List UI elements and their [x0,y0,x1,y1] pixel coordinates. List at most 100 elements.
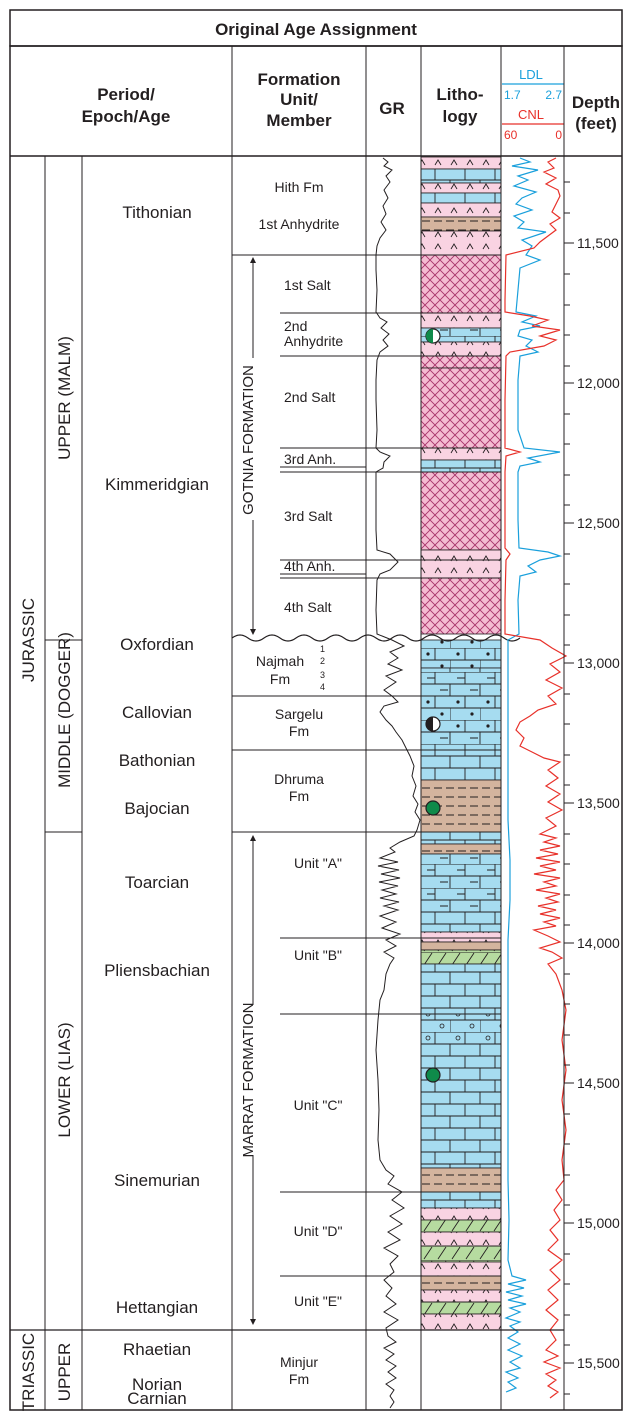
header-ldl-min: 1.7 [504,88,521,102]
grid-lines [9,45,623,1411]
litho-limestone [420,192,502,204]
depth-label: 14,500 [577,1075,620,1091]
age-tithonian: Tithonian [122,203,191,222]
litho-argillaceous-limestone [420,731,502,751]
member-unit-b: Unit "B" [294,947,342,963]
litho-anhydrite [420,230,502,256]
epoch-upper-triassic: UPPER [55,1343,74,1402]
formation-najmah-line2: Fm [270,671,290,687]
header-lithology-line2: logy [443,107,478,126]
litho-anhydrite [420,182,502,194]
member-first-salt: 1st Salt [284,277,331,293]
litho-salt [420,577,502,635]
litho-anhydrite [420,1207,502,1221]
litho-anhydrite [420,1313,502,1331]
title-box [9,9,623,47]
formation-minjur-line2: Fm [289,1371,309,1387]
lithology-column [420,156,502,1331]
litho-anhydrite [420,312,502,329]
header-period-line1: Period/ [97,85,155,104]
depth-label: 12,500 [577,515,620,531]
oil-show-icon [425,800,441,816]
age-oxfordian: Oxfordian [120,635,194,654]
formation-sargelu-line2: Fm [289,723,309,739]
age-carnian: Carnian [127,1389,187,1408]
header-formation-line3: Member [266,111,332,130]
header-cnl-min: 60 [504,128,518,142]
litho-oolitic-limestone [420,639,502,669]
header-ldl-max: 2.7 [545,88,562,102]
litho-shale [420,1275,502,1291]
member-fourth-salt: 4th Salt [284,599,332,615]
unconformity-line [231,634,521,642]
period-jurassic: JURASSIC [19,598,38,682]
member-second-anhydrite-line2: Anhydrite [284,333,343,349]
litho-limestone [420,168,502,184]
member-unit-a: Unit "A" [294,855,342,871]
litho-limestone [420,911,502,933]
litho-limestone [420,831,502,845]
depth-label: 12,000 [577,375,620,391]
formation-dhruma-line1: Dhruma [274,771,324,787]
litho-dolomite [420,1219,502,1233]
age-sinemurian: Sinemurian [114,1171,200,1190]
formation-sargelu-line1: Sargelu [275,706,323,722]
show-symbols [425,328,441,1083]
header-cnl: CNL [518,107,544,122]
epoch-lower-lias: LOWER (LIAS) [55,1022,74,1137]
age-rhaetian: Rhaetian [123,1340,191,1359]
najmah-unit-1: 1 [320,644,325,654]
litho-anhydrite [420,202,502,218]
litho-salt [420,471,502,551]
age-labels: Tithonian Kimmeridgian Oxfordian Callovi… [104,203,210,1408]
member-second-salt: 2nd Salt [284,389,335,405]
header-gr: GR [379,99,405,118]
epoch-middle-dogger: MIDDLE (DOGGER) [55,632,74,788]
litho-dolomite [420,1245,502,1263]
oil-show-icon [426,329,433,343]
litho-anhydrite [420,559,502,579]
litho-dolomite [420,1301,502,1315]
age-bajocian: Bajocian [124,799,189,818]
litho-shale [420,1167,502,1193]
depth-label: 14,000 [577,935,620,951]
formation-first-anhydrite: 1st Anhydrite [259,216,340,232]
litho-dolomite [420,949,502,965]
depth-label: 13,500 [577,795,620,811]
depth-labels: 11,500 12,000 12,500 13,000 13,500 14,00… [577,235,620,1371]
najmah-unit-4: 4 [320,682,325,692]
depth-label: 13,000 [577,655,620,671]
member-third-anh: 3rd Anh. [284,451,336,467]
litho-limestone [420,749,502,781]
header-formation-line2: Unit/ [280,90,318,109]
formation-najmah-line1: Najmah [256,653,304,669]
header-depth-line1: Depth [572,93,620,112]
period-triassic: TRIASSIC [19,1333,38,1411]
litho-limestone [420,1043,502,1169]
member-second-anhydrite-line1: 2nd [284,318,307,334]
litho-argillaceous-limestone [420,667,502,697]
najmah-unit-2: 2 [320,656,325,666]
age-bathonian: Bathonian [119,751,196,770]
litho-limestone [420,1191,502,1209]
litho-anhydrite [420,549,502,561]
litho-anhydrite [420,1261,502,1277]
litho-shale [420,843,502,855]
member-unit-d: Unit "D" [294,1223,343,1239]
oil-show-icon [426,717,433,731]
diagram-title: Original Age Assignment [215,20,417,39]
gr-log-curve [375,157,421,1409]
litho-limestone [420,459,502,473]
epoch-upper-malm: UPPER (MALM) [55,336,74,460]
header-depth-line2: (feet) [575,114,617,133]
header-ldl: LDL [519,67,543,82]
age-kimmeridgian: Kimmeridgian [105,475,209,494]
cnl-log-curve [504,157,568,1399]
header-period-line2: Epoch/Age [82,107,171,126]
najmah-unit-3: 3 [320,670,325,680]
ldl-log-curve [504,157,563,1393]
depth-label: 11,500 [577,235,619,251]
depth-label: 15,500 [577,1355,620,1371]
litho-salt [420,254,502,314]
oil-show-icon [425,1067,441,1083]
